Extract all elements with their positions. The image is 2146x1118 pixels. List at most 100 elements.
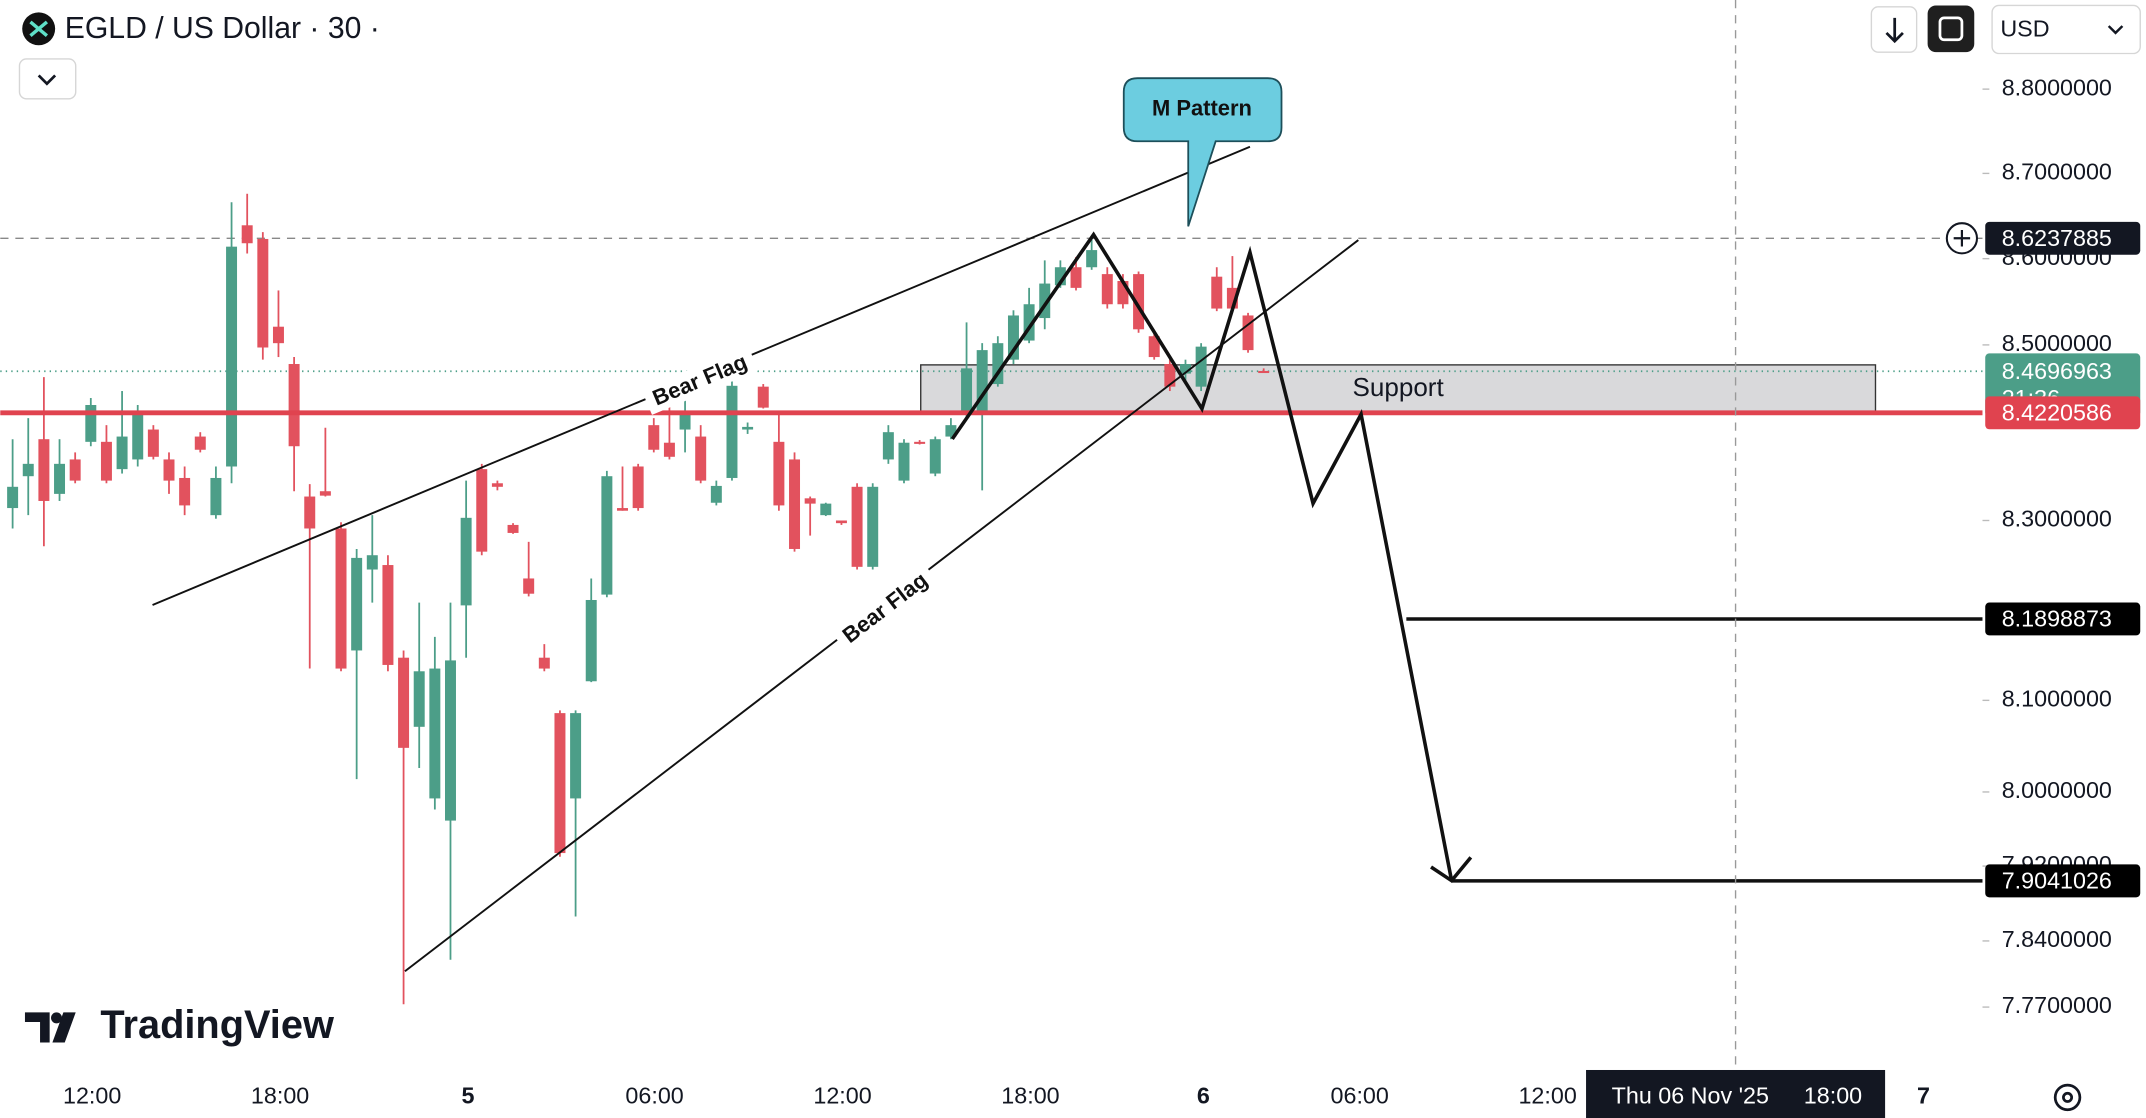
candle-body xyxy=(1039,283,1051,319)
fullscreen-button[interactable] xyxy=(1927,5,1975,53)
candle-body xyxy=(272,326,284,344)
candle-body xyxy=(335,528,347,669)
candle-body xyxy=(444,660,456,821)
candle-body xyxy=(882,432,894,460)
x-tick-label: 7 xyxy=(1917,1083,1930,1109)
candle-body xyxy=(1101,274,1113,305)
candle-body xyxy=(523,578,535,594)
crosshair-date: Thu 06 Nov '25 xyxy=(1612,1083,1769,1109)
candle-body xyxy=(194,436,206,450)
candle-body xyxy=(304,496,316,529)
candle-body xyxy=(1070,267,1082,288)
candle-body xyxy=(398,657,410,748)
x-tick-label: 12:00 xyxy=(813,1083,871,1109)
candle-body xyxy=(1164,364,1176,387)
candle-body xyxy=(757,386,769,408)
candle-body xyxy=(288,364,300,447)
candle-body xyxy=(7,486,19,509)
y-tick-label: 8.0000000 xyxy=(2002,777,2112,803)
candle-body xyxy=(820,503,832,516)
x-tick-label: 5 xyxy=(462,1083,475,1109)
square-icon xyxy=(1938,16,1964,42)
candle-body xyxy=(554,713,566,854)
candle-body xyxy=(351,557,363,651)
candle-body xyxy=(695,436,707,481)
candle-body xyxy=(54,463,66,494)
candle-body xyxy=(538,657,550,669)
x-tick-label: 6 xyxy=(1197,1083,1210,1109)
candle-body xyxy=(726,385,738,478)
y-tick-label: 8.7000000 xyxy=(2002,159,2112,185)
gear-icon[interactable] xyxy=(2053,1083,2082,1112)
candle-body xyxy=(1148,336,1160,358)
button-frame[interactable] xyxy=(18,58,77,100)
x-tick-label: 18:00 xyxy=(251,1083,309,1109)
select-frame[interactable] xyxy=(1991,4,2141,55)
candle-body xyxy=(429,668,441,799)
target-price-label: 8.1898873 xyxy=(2002,606,2112,632)
plot-area: Support xyxy=(0,193,1983,1005)
watermark: TradingView xyxy=(24,1003,335,1047)
candle-body xyxy=(507,524,519,533)
candle-body xyxy=(1117,280,1129,305)
callout: M Pattern xyxy=(1122,77,1283,227)
settings-button[interactable] xyxy=(2053,1083,2082,1112)
candle-body xyxy=(1195,346,1207,387)
candle-body xyxy=(460,517,472,606)
candle-body xyxy=(663,442,675,457)
candle-body xyxy=(38,439,50,501)
candle-body xyxy=(85,405,97,442)
arrow-head xyxy=(1430,856,1473,884)
candle-body xyxy=(257,238,269,348)
collapse-button[interactable] xyxy=(18,58,77,100)
candle-body xyxy=(867,486,879,567)
candle-body xyxy=(601,476,613,595)
candle-body xyxy=(210,477,222,516)
candle-body xyxy=(1211,276,1223,309)
currency-label: USD xyxy=(2000,15,2049,41)
candle-body xyxy=(929,439,941,474)
candle-body xyxy=(585,599,597,682)
target-price-label: 7.9041026 xyxy=(2002,867,2112,893)
crosshair-time: 18:00 xyxy=(1804,1083,1862,1109)
gear-center xyxy=(2062,1091,2074,1103)
candle-body xyxy=(976,350,988,413)
callout-label: M Pattern xyxy=(1152,96,1252,121)
candle-body xyxy=(648,425,660,450)
candle-body xyxy=(116,436,128,470)
candle-body xyxy=(789,459,801,549)
candle-body xyxy=(476,469,488,552)
marked-price-label-box xyxy=(1985,221,2141,255)
y-tick-label: 8.3000000 xyxy=(2002,506,2112,532)
button-frame[interactable] xyxy=(1927,5,1975,53)
currency-select[interactable]: USD xyxy=(1991,4,2141,55)
add-alert-plus xyxy=(1953,230,1971,247)
download-button[interactable] xyxy=(1870,6,1918,53)
candle-body xyxy=(898,442,910,481)
candle-body xyxy=(1179,364,1191,374)
candle-body xyxy=(1054,267,1066,286)
candle-body xyxy=(491,483,503,487)
chevron xyxy=(2107,25,2124,35)
candle-body xyxy=(961,368,973,413)
m-pattern-path xyxy=(950,231,1454,882)
chevron xyxy=(37,74,57,86)
candle-body xyxy=(851,486,863,567)
price-axis-labels: 8.80000008.70000008.60000008.50000008.30… xyxy=(1945,74,2141,1018)
candle-body xyxy=(1133,274,1145,330)
target-price-label-box xyxy=(1985,602,2141,636)
candle-body xyxy=(804,498,816,504)
support-price-label: 8.4220586 xyxy=(2002,399,2112,425)
label-bg xyxy=(641,345,759,415)
candle-body xyxy=(382,565,394,665)
candle-body xyxy=(945,425,957,437)
y-tick-label: 8.5000000 xyxy=(2002,330,2112,356)
watermark-text: TradingView xyxy=(100,1003,335,1047)
candle-body xyxy=(1242,315,1254,351)
logo xyxy=(24,1012,76,1043)
logo-dot xyxy=(51,1012,62,1024)
x-tick-label: 06:00 xyxy=(625,1083,683,1109)
x-tick-label: 06:00 xyxy=(1331,1083,1389,1109)
